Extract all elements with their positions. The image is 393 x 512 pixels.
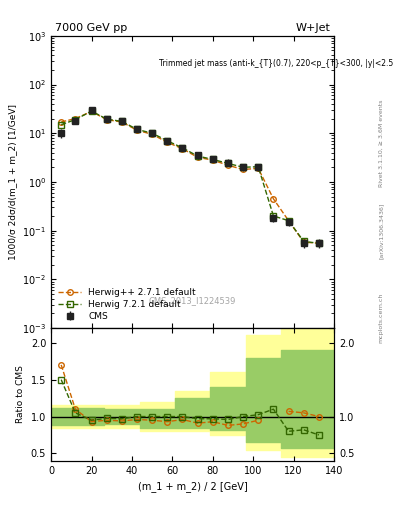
Herwig++ 2.7.1 default (301, 239, 306, 245)
Herwig++ 2.7.1 default (165, 139, 170, 145)
Herwig++ 2.7.1 default (195, 154, 200, 160)
Legend: Herwig++ 2.7.1 default, Herwig 7.2.1 default, CMS: Herwig++ 2.7.1 default, Herwig 7.2.1 def… (55, 286, 198, 324)
Herwig++ 2.7.1 default (316, 240, 321, 246)
Herwig 7.2.1 default (89, 108, 94, 114)
Herwig++ 2.7.1 default (104, 117, 109, 123)
Text: 7000 GeV pp: 7000 GeV pp (55, 23, 127, 33)
Y-axis label: 1000/σ 2dσ/d(m_1 + m_2) [1/GeV]: 1000/σ 2dσ/d(m_1 + m_2) [1/GeV] (8, 104, 17, 260)
Herwig 7.2.1 default (226, 160, 230, 166)
Herwig++ 2.7.1 default (59, 119, 64, 125)
Herwig++ 2.7.1 default (119, 119, 124, 125)
Herwig 7.2.1 default (73, 117, 78, 123)
Herwig 7.2.1 default (165, 138, 170, 144)
Herwig 7.2.1 default (301, 239, 306, 245)
Text: Trimmed jet mass (anti-k_{T}(0.7), 220<p_{T}<300, |y|<2.5): Trimmed jet mass (anti-k_{T}(0.7), 220<p… (159, 59, 393, 68)
Herwig 7.2.1 default (150, 130, 154, 136)
Herwig 7.2.1 default (195, 153, 200, 159)
Herwig++ 2.7.1 default (150, 131, 154, 137)
Y-axis label: Ratio to CMS: Ratio to CMS (16, 366, 25, 423)
X-axis label: (m_1 + m_2) / 2 [GeV]: (m_1 + m_2) / 2 [GeV] (138, 481, 248, 492)
Herwig 7.2.1 default (59, 121, 64, 127)
Herwig 7.2.1 default (256, 164, 261, 170)
Herwig++ 2.7.1 default (241, 166, 246, 173)
Text: Rivet 3.1.10, ≥ 3.6M events: Rivet 3.1.10, ≥ 3.6M events (379, 100, 384, 187)
Herwig++ 2.7.1 default (135, 127, 140, 133)
Line: Herwig++ 2.7.1 default: Herwig++ 2.7.1 default (59, 109, 321, 246)
Herwig++ 2.7.1 default (286, 218, 291, 224)
Text: [arXiv:1306.3436]: [arXiv:1306.3436] (379, 202, 384, 259)
Herwig 7.2.1 default (210, 156, 215, 162)
Line: Herwig 7.2.1 default: Herwig 7.2.1 default (59, 109, 321, 246)
Herwig++ 2.7.1 default (271, 196, 276, 202)
Text: mcplots.cern.ch: mcplots.cern.ch (379, 292, 384, 343)
Herwig 7.2.1 default (241, 164, 246, 170)
Herwig 7.2.1 default (104, 116, 109, 122)
Herwig 7.2.1 default (286, 218, 291, 224)
Herwig++ 2.7.1 default (226, 162, 230, 168)
Herwig++ 2.7.1 default (89, 109, 94, 115)
Herwig++ 2.7.1 default (256, 165, 261, 172)
Text: W+Jet: W+Jet (295, 23, 330, 33)
Text: CMS_2013_I1224539: CMS_2013_I1224539 (149, 295, 236, 305)
Herwig++ 2.7.1 default (210, 157, 215, 163)
Herwig 7.2.1 default (119, 118, 124, 124)
Herwig 7.2.1 default (271, 213, 276, 219)
Herwig++ 2.7.1 default (73, 116, 78, 122)
Herwig 7.2.1 default (316, 240, 321, 246)
Herwig++ 2.7.1 default (180, 146, 185, 152)
Herwig 7.2.1 default (135, 126, 140, 133)
Herwig 7.2.1 default (180, 145, 185, 151)
